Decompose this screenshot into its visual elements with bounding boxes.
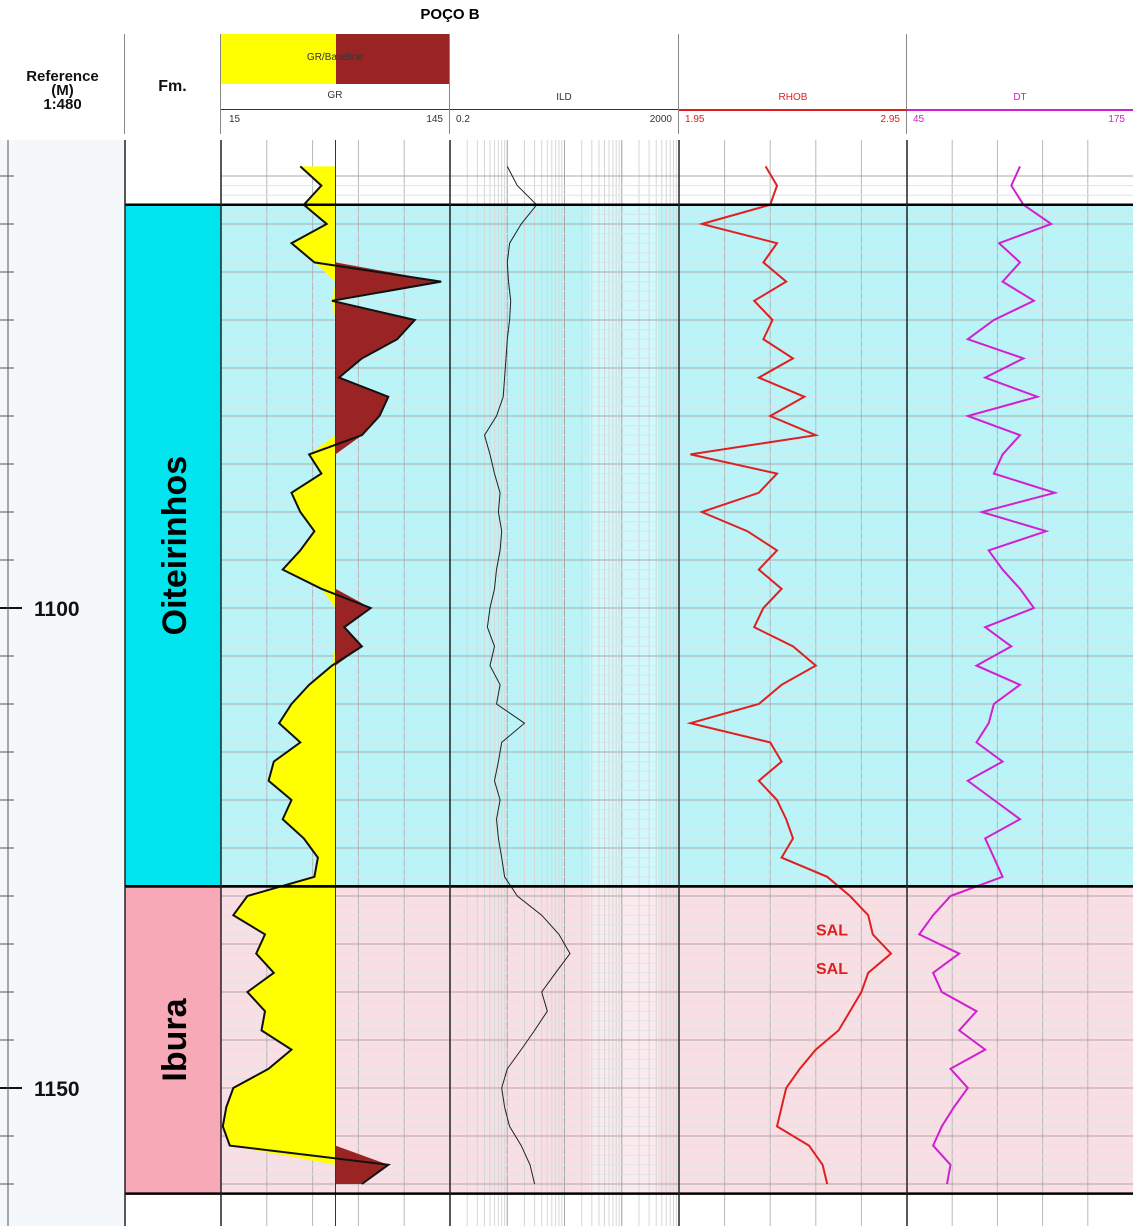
ild-shading [590, 140, 658, 1226]
gr-sand-fill [222, 166, 336, 1184]
rhob-scale-min: 1.95 [685, 114, 705, 125]
depth-label-1150: 1150 [34, 1078, 80, 1101]
gr-scale-min: 15 [229, 114, 241, 125]
gr-shale-swatch [336, 34, 449, 84]
rhob-curve [686, 165, 893, 1185]
gr-sand-swatch [221, 34, 336, 84]
ild-scale-max: 2000 [649, 114, 672, 125]
ild-track-name: ILD [556, 92, 572, 103]
ild-scale-line [450, 109, 678, 110]
dt-scale-max: 175 [1108, 114, 1125, 125]
ild-scale-min: 0.2 [456, 114, 470, 125]
gr-shale-fill [335, 166, 442, 1184]
rhob-header: RHOB 1.95 2.95 [679, 34, 907, 134]
rhob-scale-max: 2.95 [880, 114, 900, 125]
depth-label-1100: 1100 [34, 598, 80, 621]
formation-header: Fm. [125, 34, 221, 134]
ild-curve [483, 166, 571, 1185]
dt-scale-line [907, 109, 1133, 111]
rhob-track-name: RHOB [778, 92, 808, 103]
reference-label: Reference [26, 68, 99, 85]
annotation-sal-0: SAL [816, 923, 848, 940]
well-title: POÇO B [420, 6, 480, 23]
formation-column-label: Fm. [158, 78, 187, 95]
annotation-sal-1: SAL [816, 961, 848, 978]
gr-track-name: GR [327, 90, 343, 101]
gr-curve [221, 165, 442, 1185]
reference-label-block: Reference (M) 1:480 [0, 68, 125, 113]
scale-label: 1:480 [43, 96, 82, 113]
gr-scale-max: 145 [426, 114, 443, 125]
ild-header: ILD 0.2 2000 [450, 34, 679, 134]
formation-oiteirinhos [125, 204, 221, 887]
rhob-scale-line [679, 109, 907, 111]
formation-label-ibura: Ibura [156, 997, 194, 1081]
log-header: Reference (M) 1:480 Fm. GR/Baseline GR 1… [0, 34, 1133, 134]
dt-scale-min: 45 [913, 114, 925, 125]
depth-ruler [0, 140, 125, 1226]
formation-label-oiteirinhos: Oiteirinhos [156, 456, 194, 635]
formation-ibura [125, 886, 221, 1194]
dt-header: DT 45 175 [907, 34, 1133, 134]
reference-header: Reference (M) 1:480 [0, 34, 125, 134]
gr-header: GR/Baseline GR 15 145 [221, 34, 450, 134]
dt-track-name: DT [1013, 92, 1027, 103]
gr-fill-label: GR/Baseline [306, 52, 364, 63]
gr-scale-line [221, 109, 449, 110]
dt-curve [917, 165, 1059, 1185]
unit-label: (M) [51, 82, 74, 99]
